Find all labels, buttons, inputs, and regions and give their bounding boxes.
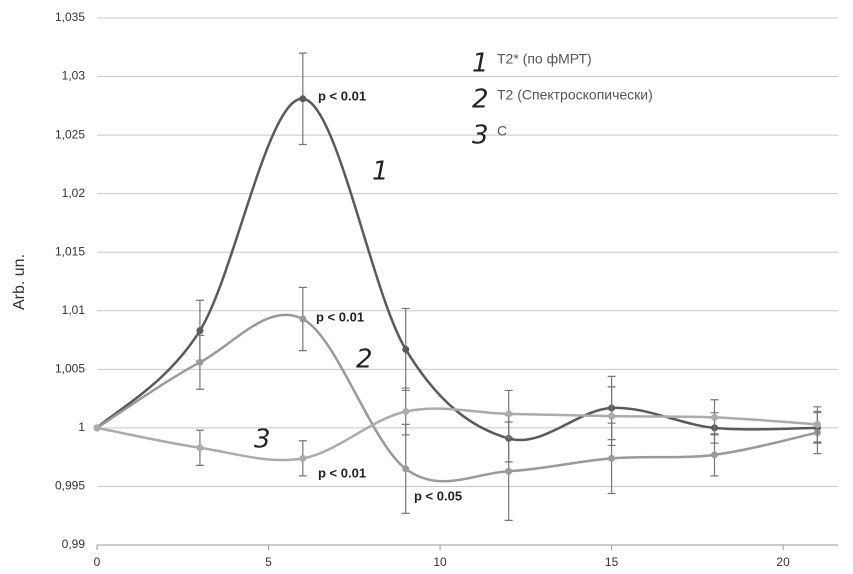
y-tick-label: 0,995	[55, 479, 85, 493]
y-tick-label: 1,035	[55, 10, 85, 24]
annotation: p < 0.05	[414, 488, 462, 503]
point	[608, 412, 616, 420]
series-line	[96, 407, 818, 462]
y-tick-label: 1,02	[62, 186, 86, 200]
point	[299, 454, 307, 462]
point	[299, 95, 307, 103]
point	[505, 467, 513, 475]
curve-label: 1	[372, 157, 389, 187]
series-line	[96, 97, 818, 442]
x-tick-label: 10	[433, 555, 447, 569]
x-tick-label: 5	[265, 555, 272, 569]
series-line	[96, 313, 818, 483]
curve-label: 2	[356, 345, 373, 375]
y-tick-label: 0,99	[62, 537, 86, 551]
point	[402, 345, 410, 353]
x-tick-label: 15	[605, 555, 619, 569]
point	[711, 451, 718, 459]
point	[813, 420, 821, 428]
point	[196, 358, 204, 366]
legend-label: T2 (Спектроскопически)	[497, 87, 653, 103]
y-axis-label: Arb. un.	[11, 254, 28, 310]
y-tick-label: 1,01	[62, 303, 86, 317]
point	[196, 444, 204, 452]
legend-label: T2* (по фМРТ)	[497, 51, 592, 67]
point	[402, 465, 410, 473]
annotation: p < 0.01	[316, 309, 364, 324]
curve-label: 3	[254, 425, 271, 455]
y-tick-label: 1,03	[62, 69, 86, 83]
point	[402, 407, 410, 415]
point	[711, 413, 718, 421]
y-tick-label: 1	[78, 420, 85, 434]
x-tick-label: 0	[94, 555, 101, 569]
legend-label: C	[497, 123, 507, 139]
point	[505, 410, 513, 418]
annotation: p < 0.01	[318, 88, 366, 103]
legend-number: 1	[472, 49, 489, 79]
annotation: p < 0.01	[318, 465, 366, 480]
x-tick-label: 20	[776, 555, 790, 569]
point	[196, 327, 204, 335]
point	[93, 424, 101, 432]
legend-number: 3	[472, 121, 489, 151]
legend-number: 2	[472, 85, 489, 115]
y-tick-label: 1,015	[55, 244, 85, 258]
point	[608, 454, 616, 462]
point	[299, 315, 307, 323]
y-tick-label: 1,025	[55, 127, 85, 141]
y-tick-label: 1,005	[55, 362, 85, 376]
